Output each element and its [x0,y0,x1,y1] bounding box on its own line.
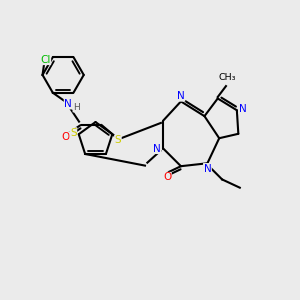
Text: N: N [177,91,185,101]
Text: N: N [153,143,160,154]
Text: N: N [239,104,247,114]
Text: Cl: Cl [40,55,51,64]
Text: N: N [64,99,72,109]
Text: S: S [115,136,121,146]
Text: N: N [203,164,211,173]
Text: O: O [163,172,171,182]
Text: CH₃: CH₃ [219,73,236,82]
Text: S: S [70,128,77,138]
Text: H: H [73,103,80,112]
Text: O: O [62,132,70,142]
